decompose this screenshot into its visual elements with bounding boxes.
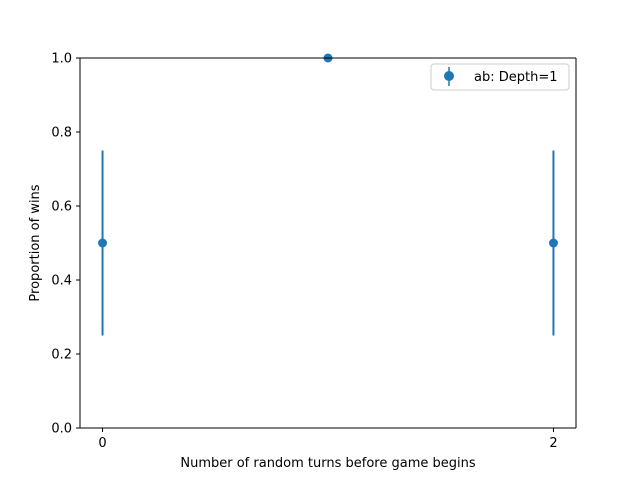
axes-frame — [79, 57, 577, 429]
y-axis-ticks: 0.0 0.2 0.4 0.6 0.8 1.0 — [51, 52, 80, 437]
data-marks — [98, 53, 558, 336]
y-tick-label: 0.6 — [51, 200, 72, 215]
y-tick-label: 0.4 — [51, 274, 72, 289]
y-tick-label: 0.8 — [51, 126, 72, 141]
legend-label: ab: Depth=1 — [474, 70, 558, 85]
legend-box — [430, 63, 570, 91]
legend-marker-icon — [444, 71, 454, 81]
data-point — [98, 238, 108, 248]
y-tick-label: 0.2 — [51, 348, 72, 363]
y-tick-label: 1.0 — [51, 52, 72, 67]
y-axis-label: Proportion of wins — [28, 184, 43, 301]
data-point — [548, 238, 558, 248]
legend: ab: Depth=1 — [430, 63, 570, 91]
x-axis-label: Number of random turns before game begin… — [180, 456, 476, 471]
x-tick-label: 2 — [549, 436, 557, 451]
plot-area — [80, 58, 576, 428]
x-tick-label: 0 — [98, 436, 106, 451]
y-tick-label: 0.0 — [51, 422, 72, 437]
